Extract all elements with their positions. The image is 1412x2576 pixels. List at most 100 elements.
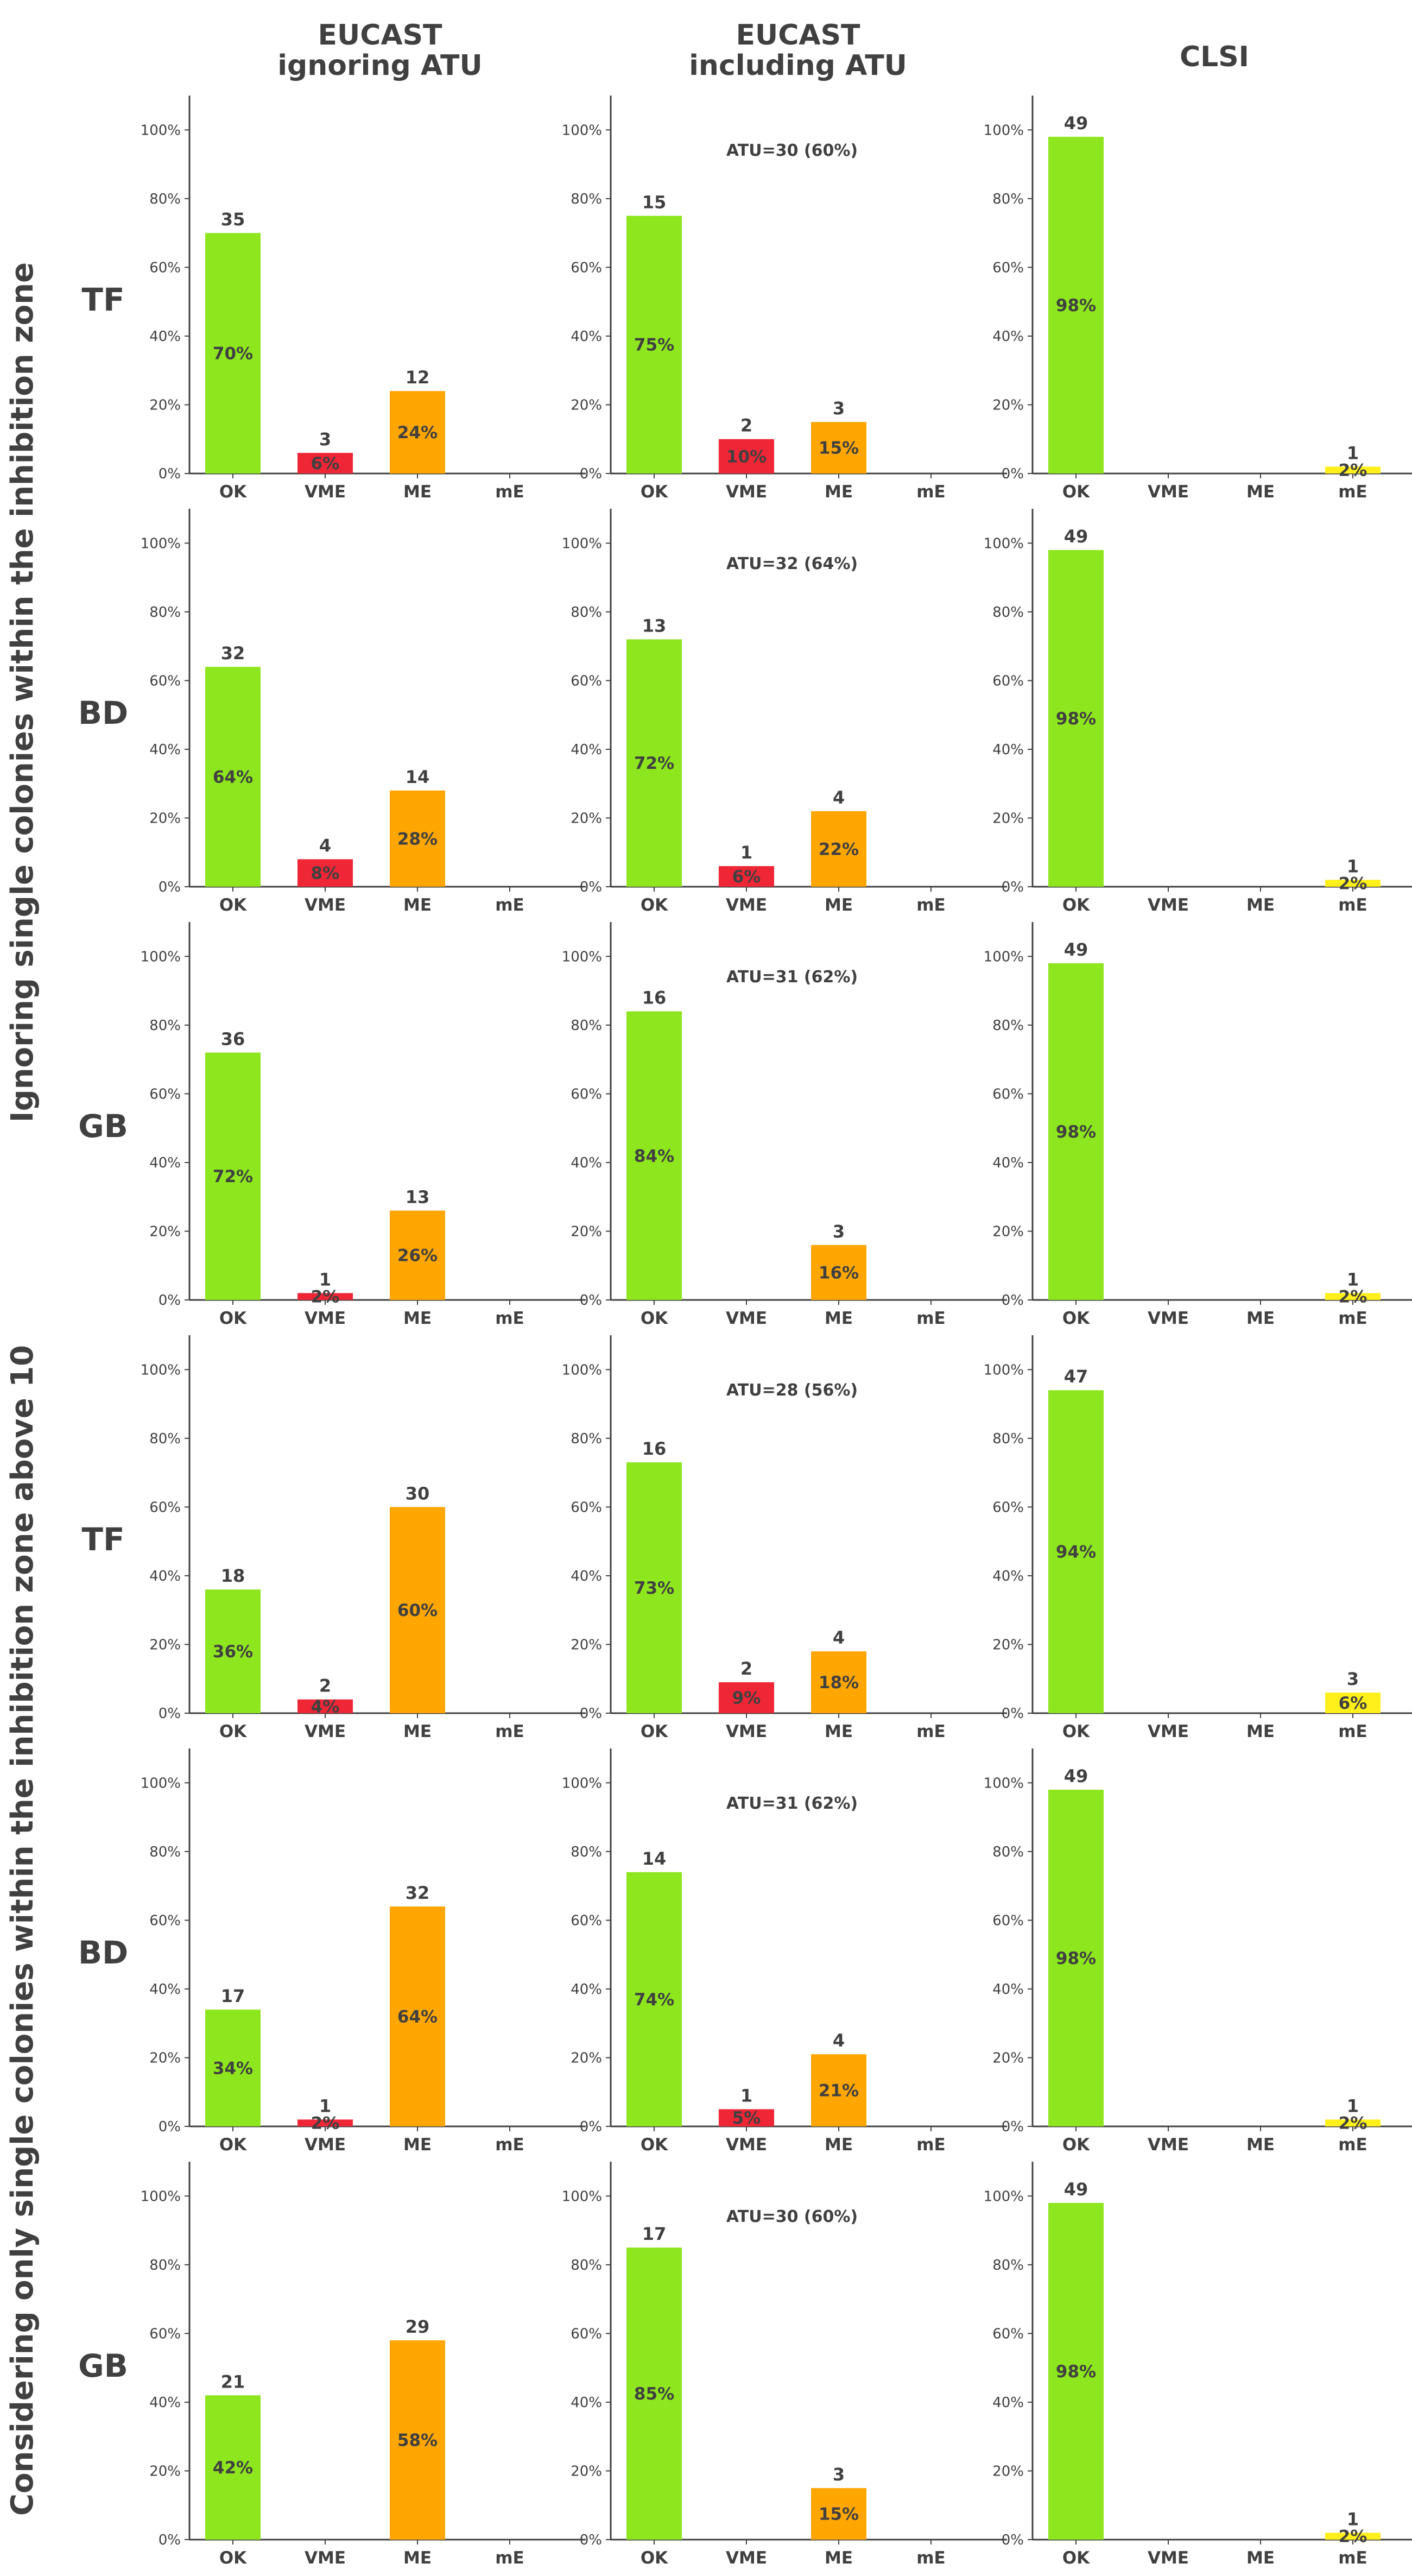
y-tick-label: 0%: [580, 1292, 602, 1309]
y-tick-label: 60%: [149, 1086, 181, 1102]
bar-ok: [205, 1589, 261, 1713]
y-tick-label: 80%: [992, 1018, 1024, 1034]
bar-ok: [1048, 550, 1104, 887]
column-title-line: including ATU: [689, 49, 907, 82]
bar-percent-label: 2%: [1339, 1287, 1367, 1307]
x-tick-label: mE: [916, 482, 945, 502]
x-tick-label: ME: [403, 1722, 432, 1741]
x-tick-label: OK: [1062, 1722, 1090, 1741]
y-tick-label: 40%: [571, 1155, 602, 1171]
x-tick-label: OK: [219, 895, 247, 915]
x-tick-label: OK: [641, 2135, 668, 2155]
x-tick-label: ME: [1246, 482, 1275, 502]
bar-count-label: 1: [1347, 1269, 1359, 1290]
x-tick-label: VME: [305, 1309, 346, 1328]
y-tick-label: 100%: [141, 1775, 181, 1791]
bar-ok: [1048, 1789, 1104, 2126]
x-tick-label: mE: [495, 2135, 524, 2155]
x-tick-label: VME: [726, 2548, 767, 2568]
bar-percent-label: 70%: [213, 344, 253, 364]
row-label: GB: [78, 1108, 128, 1145]
column-title-line: EUCAST: [736, 19, 860, 52]
bar-panel: 0% 20% 40% 60% 80% 100% OK 16 73% VME 2 9% ME 4 18% mE A…: [562, 1335, 1007, 1741]
y-tick-label: 100%: [984, 1775, 1024, 1791]
y-tick-label: 100%: [562, 122, 602, 138]
bar-me: [390, 2340, 445, 2540]
y-tick-label: 0%: [1002, 466, 1024, 482]
bar-ok: [626, 639, 682, 887]
bar-panel: 0% 20% 40% 60% 80% 100% OK 14 74% VME 15% ME 4 21% mE A…: [562, 1748, 1007, 2155]
x-tick-label: ME: [825, 2135, 853, 2155]
x-tick-label: OK: [219, 1309, 247, 1328]
y-tick-label: 0%: [580, 466, 602, 482]
bar-count-label: 1: [1347, 856, 1359, 876]
bar-me: [1325, 880, 1381, 887]
bar-percent-label: 73%: [634, 1579, 674, 1598]
bar-ok: [205, 2009, 261, 2126]
y-tick-label: 0%: [159, 1706, 181, 1722]
bar-percent-label: 85%: [634, 2384, 674, 2404]
group-title: Considering only single colonies within …: [5, 1345, 40, 2516]
bar-me: [811, 811, 866, 887]
y-tick-label: 80%: [571, 1018, 602, 1034]
bar-percent-label: 2%: [311, 1287, 340, 1307]
bar-panel: 0% 20% 40% 60% 80% 100% OK 13 72% VME 1 6% ME 4 22% mE A…: [562, 509, 1007, 915]
column-title-line: EUCAST: [318, 19, 442, 52]
bar-percent-label: 16%: [819, 1263, 859, 1283]
bar-percent-label: 28%: [397, 829, 438, 849]
bar-count-label: 49: [1064, 1766, 1088, 1786]
y-tick-label: 80%: [571, 2257, 602, 2274]
column-title: CLSI: [1180, 41, 1249, 73]
bar-vme: [297, 1699, 353, 1713]
y-tick-label: 20%: [149, 1637, 181, 1653]
bar-percent-label: 64%: [213, 768, 253, 787]
bar-vme: [297, 453, 353, 473]
column-title-line: ignoring ATU: [277, 49, 483, 82]
column-title: EUCAST ignoring ATU: [277, 19, 483, 82]
bar-ok: [626, 1011, 682, 1300]
y-tick-label: 80%: [992, 1431, 1024, 1447]
y-tick-label: 20%: [992, 1637, 1024, 1653]
bar-percent-label: 10%: [726, 447, 767, 466]
bar-count-label: 14: [642, 1848, 667, 1869]
bar-me: [1325, 466, 1381, 473]
y-tick-label: 60%: [571, 673, 602, 689]
y-tick-label: 0%: [580, 879, 602, 895]
bar-me: [811, 2054, 866, 2126]
bar-me: [811, 1245, 866, 1300]
x-tick-label: OK: [219, 482, 247, 502]
bar-count-label: 32: [406, 1883, 430, 1903]
y-tick-label: 100%: [984, 2188, 1024, 2205]
x-tick-label: VME: [726, 482, 767, 502]
y-tick-label: 0%: [580, 2532, 602, 2548]
bar-count-label: 1: [740, 2085, 752, 2106]
x-tick-label: ME: [1246, 2135, 1275, 2155]
y-tick-label: 20%: [149, 397, 181, 413]
x-tick-label: VME: [1148, 2135, 1189, 2155]
bar-count-label: 1: [319, 1269, 331, 1290]
x-tick-label: mE: [1338, 2135, 1367, 2155]
x-tick-label: mE: [916, 1722, 945, 1741]
bar-count-label: 1: [740, 842, 752, 863]
bar-count-label: 49: [1064, 526, 1088, 547]
bar-count-label: 35: [221, 209, 245, 230]
bar-count-label: 1: [1347, 443, 1359, 463]
bar-vme: [719, 866, 774, 887]
bar-percent-label: 5%: [732, 2108, 761, 2128]
bar-panel: 0% 20% 40% 60% 80% 100% OK 49 98% VME ME mE 12%: [984, 509, 1412, 915]
bar-count-label: 32: [221, 643, 245, 664]
x-tick-label: ME: [403, 1309, 432, 1328]
y-tick-label: 100%: [984, 122, 1024, 138]
bar-ok: [626, 216, 682, 473]
y-tick-label: 80%: [992, 604, 1024, 621]
bar-panel: 0% 20% 40% 60% 80% 100% OK 49 98% VME ME mE 12%: [984, 2162, 1412, 2568]
y-tick-label: 60%: [992, 1086, 1024, 1102]
y-tick-label: 80%: [149, 1844, 181, 1860]
bar-count-label: 4: [833, 1627, 845, 1648]
x-tick-label: VME: [305, 895, 346, 915]
bar-me: [811, 1651, 866, 1713]
y-tick-label: 20%: [149, 1223, 181, 1240]
bar-count-label: 49: [1064, 113, 1088, 134]
y-tick-label: 40%: [571, 1981, 602, 1998]
bar-percent-label: 2%: [1339, 461, 1367, 481]
